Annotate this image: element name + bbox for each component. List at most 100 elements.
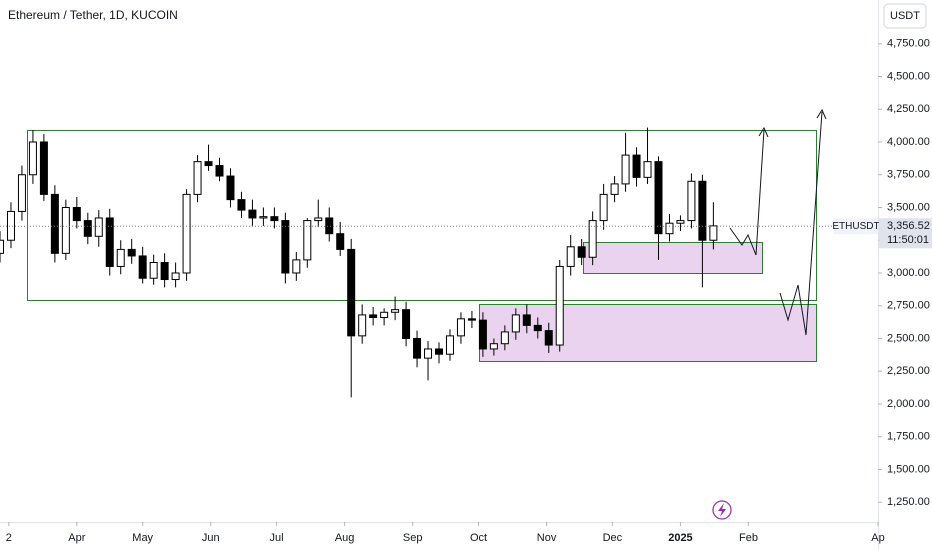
- candle-body: [632, 154, 641, 178]
- candle-body: [456, 318, 465, 337]
- candle-body: [292, 259, 301, 274]
- candle-body: [599, 193, 608, 222]
- y-tick-label: 2,000.00: [887, 398, 930, 410]
- candle-body: [544, 330, 553, 346]
- candle-body: [6, 210, 15, 241]
- candle-body: [391, 309, 400, 313]
- y-tick-label: 2,500.00: [887, 332, 930, 344]
- candle-body: [687, 180, 696, 222]
- candle-body: [347, 248, 356, 337]
- candle-body: [522, 314, 531, 326]
- candle-body: [270, 216, 279, 222]
- candle-body: [577, 246, 586, 258]
- symbol-tag: [834, 218, 878, 235]
- symbol-label: ETHUSDT: [832, 221, 879, 232]
- projection-arrow: [729, 129, 765, 256]
- chart-title: Ethereum / Tether, 1D, KUCOIN: [8, 8, 178, 22]
- arrow-head: [816, 108, 827, 120]
- x-tick-label: Ap: [871, 532, 884, 544]
- y-tick-label: 4,500.00: [887, 70, 930, 82]
- candle-body: [698, 180, 707, 241]
- countdown-label: 11:50:01: [887, 234, 929, 246]
- arrow-head: [758, 126, 769, 138]
- candle-body: [643, 161, 652, 178]
- y-tick-label: 3,500.00: [887, 201, 930, 213]
- candle-body: [654, 161, 663, 235]
- candle-body: [160, 262, 169, 281]
- x-tick-label: Aug: [335, 532, 355, 544]
- price-tag: [879, 218, 932, 249]
- y-tick-label: 4,250.00: [887, 103, 930, 115]
- candle-body: [435, 348, 443, 355]
- candle-body: [325, 217, 334, 235]
- lightning-icon: [718, 503, 726, 517]
- y-tick-label: 4,000.00: [887, 136, 930, 148]
- candle-body: [500, 331, 509, 345]
- x-tick-label: 2: [6, 532, 12, 544]
- range-box: [27, 130, 817, 301]
- x-tick-label: May: [132, 532, 153, 544]
- x-tick-label: Jun: [202, 532, 220, 544]
- candle-body: [138, 255, 147, 279]
- price-label: 3,356.52: [887, 220, 930, 232]
- y-tick-label: 1,250.00: [887, 496, 930, 508]
- candle-body: [533, 324, 542, 332]
- candle-body: [489, 343, 498, 350]
- candle-body: [467, 318, 476, 321]
- candle-body: [204, 161, 213, 167]
- currency[interactable]: USDT: [890, 10, 920, 22]
- currency-button[interactable]: [883, 3, 927, 29]
- x-tick-label: Jul: [270, 532, 284, 544]
- demand-zone: [479, 304, 817, 362]
- candle-body: [445, 335, 454, 355]
- candle-body: [259, 216, 268, 219]
- candle-body: [94, 217, 103, 237]
- x-tick-label: Dec: [603, 532, 623, 544]
- x-tick-label: 2025: [668, 532, 692, 544]
- candle-body: [402, 309, 411, 339]
- candle-body: [413, 337, 422, 359]
- candle-body: [281, 220, 290, 274]
- y-tick-label: 1,750.00: [887, 431, 930, 443]
- candle-body: [193, 161, 202, 195]
- candle-body: [182, 193, 191, 274]
- candle-body: [50, 193, 59, 254]
- candles: [0, 127, 718, 398]
- candle-body: [127, 248, 136, 257]
- candle-body: [215, 165, 224, 177]
- candle-body: [39, 141, 48, 195]
- candle-body: [83, 220, 92, 237]
- candle-body: [665, 222, 674, 235]
- candle-body: [72, 206, 81, 222]
- candle-body: [566, 246, 575, 267]
- candle-body: [226, 175, 235, 201]
- x-tick-label: Feb: [739, 532, 758, 544]
- candle-body: [303, 220, 312, 261]
- candle-body: [0, 239, 4, 254]
- candle-body: [424, 348, 433, 359]
- candle-body: [171, 272, 180, 281]
- candle-body: [61, 206, 70, 254]
- candle-body: [17, 174, 26, 212]
- x-tick-label: Nov: [537, 532, 557, 544]
- candle-body: [28, 141, 37, 176]
- y-tick-label: 2,750.00: [887, 300, 930, 312]
- candle-body: [555, 265, 564, 346]
- candle-body: [709, 225, 718, 241]
- candle-body: [105, 217, 114, 267]
- y-tick-label: 2,250.00: [887, 365, 930, 377]
- candle-body: [237, 199, 246, 211]
- candle-body: [149, 262, 158, 279]
- candle-body: [248, 209, 257, 219]
- candle-body: [116, 248, 125, 267]
- candle-body: [314, 217, 323, 222]
- y-tick-label: 1,500.00: [887, 463, 930, 475]
- candle-body: [610, 183, 619, 195]
- candle-body: [358, 314, 367, 337]
- x-tick-label: Sep: [403, 532, 423, 544]
- x-tick-label: Apr: [68, 532, 85, 544]
- candle-body: [588, 220, 597, 258]
- demand-zone: [583, 242, 763, 274]
- candle-body: [676, 220, 685, 224]
